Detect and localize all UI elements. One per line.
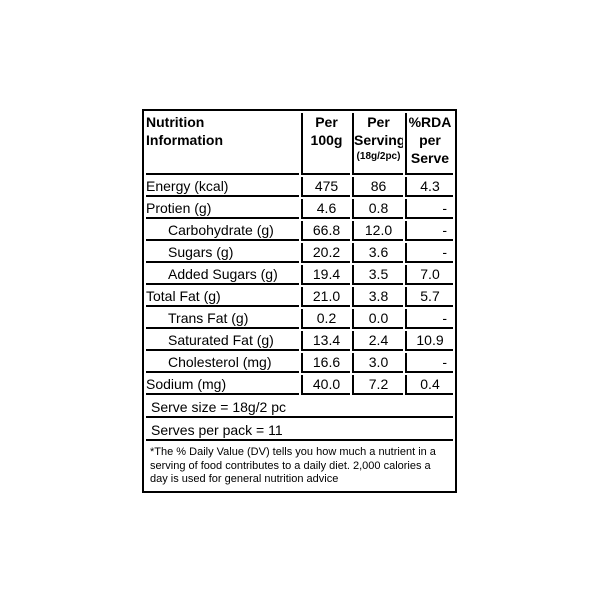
per-serving-value: 3.0: [352, 353, 403, 373]
table-row: Saturated Fat (g) 13.4 2.4 10.9: [146, 331, 453, 351]
footnote-row: *The % Daily Value (DV) tells you how mu…: [146, 443, 453, 489]
nutrient-label: Cholesterol (mg): [146, 353, 299, 373]
serve-size-text: Serve size = 18g/2 pc: [146, 397, 453, 418]
header-row: Nutrition Information Per 100g Per Servi…: [146, 113, 453, 175]
table-row: Protien (g) 4.6 0.8-: [146, 199, 453, 219]
nutrient-label: Total Fat (g): [146, 287, 299, 307]
rda-value: -: [405, 243, 453, 263]
serves-per-pack-row: Serves per pack = 11: [146, 420, 453, 441]
nutrient-label: Sodium (mg): [146, 375, 299, 395]
header-per-serving-subtext: (18g/2pc): [356, 151, 401, 162]
rda-value: 5.7: [405, 287, 453, 307]
per-100g-value: 0.2: [301, 309, 350, 329]
table-row: Total Fat (g) 21.0 3.8 5.7: [146, 287, 453, 307]
per-serving-value: 7.2: [352, 375, 403, 395]
rda-value: 4.3: [405, 177, 453, 197]
per-100g-value: 40.0: [301, 375, 350, 395]
per-serving-value: 0.0: [352, 309, 403, 329]
per-serving-value: 2.4: [352, 331, 403, 351]
header-nutrition-information: Nutrition Information: [146, 113, 299, 175]
table-row: Added Sugars (g) 19.4 3.5 7.0: [146, 265, 453, 285]
per-serving-value: 86: [352, 177, 403, 197]
header-rda-per-serve: %RDA per Serve: [405, 113, 453, 175]
table-row: Carbohydrate (g) 66.8 12.0-: [146, 221, 453, 241]
nutrition-table: Nutrition Information Per 100g Per Servi…: [142, 109, 457, 493]
table-row: Energy (kcal) 475 86 4.3: [146, 177, 453, 197]
per-100g-value: 4.6: [301, 199, 350, 219]
per-100g-value: 19.4: [301, 265, 350, 285]
nutrient-label: Protien (g): [146, 199, 299, 219]
per-serving-value: 0.8: [352, 199, 403, 219]
daily-value-footnote: *The % Daily Value (DV) tells you how mu…: [150, 446, 436, 485]
nutrient-label: Saturated Fat (g): [146, 331, 299, 351]
rda-value: 10.9: [405, 331, 453, 351]
nutrient-label: Added Sugars (g): [146, 265, 299, 285]
table-row: Sugars (g) 20.2 3.6-: [146, 243, 453, 263]
table-row: Trans Fat (g) 0.2 0.0-: [146, 309, 453, 329]
nutrition-table-header: Nutrition Information Per 100g Per Servi…: [146, 113, 453, 175]
per-100g-value: 21.0: [301, 287, 350, 307]
per-100g-value: 16.6: [301, 353, 350, 373]
header-per-100g: Per 100g: [301, 113, 350, 175]
nutrient-label: Sugars (g): [146, 243, 299, 263]
per-100g-value: 13.4: [301, 331, 350, 351]
per-serving-value: 12.0: [352, 221, 403, 241]
rda-value: 7.0: [405, 265, 453, 285]
table-row: Sodium (mg) 40.0 7.2 0.4: [146, 375, 453, 395]
nutrition-table-container: Nutrition Information Per 100g Per Servi…: [142, 109, 457, 493]
rda-value: -: [405, 199, 453, 219]
header-per-serving-label: Per Serving: [354, 114, 403, 148]
rda-value: -: [405, 309, 453, 329]
nutrient-label: Carbohydrate (g): [146, 221, 299, 241]
header-nutrition-information-label: Nutrition Information: [146, 114, 223, 148]
rda-value: 0.4: [405, 375, 453, 395]
header-per-serving: Per Serving (18g/2pc): [352, 113, 403, 175]
per-100g-value: 66.8: [301, 221, 350, 241]
nutrient-label: Trans Fat (g): [146, 309, 299, 329]
per-serving-value: 3.6: [352, 243, 403, 263]
nutrient-label: Energy (kcal): [146, 177, 299, 197]
nutrition-table-body: Energy (kcal) 475 86 4.3 Protien (g) 4.6 0.8- C…: [146, 177, 453, 395]
serve-size-row: Serve size = 18g/2 pc: [146, 397, 453, 418]
per-100g-value: 475: [301, 177, 350, 197]
table-row: Cholesterol (mg) 16.6 3.0-: [146, 353, 453, 373]
rda-value: -: [405, 353, 453, 373]
per-100g-value: 20.2: [301, 243, 350, 263]
per-serving-value: 3.5: [352, 265, 403, 285]
serves-per-pack-text: Serves per pack = 11: [146, 420, 453, 441]
nutrition-table-footer: Serve size = 18g/2 pc Serves per pack = …: [146, 397, 453, 489]
per-serving-value: 3.8: [352, 287, 403, 307]
rda-value: -: [405, 221, 453, 241]
